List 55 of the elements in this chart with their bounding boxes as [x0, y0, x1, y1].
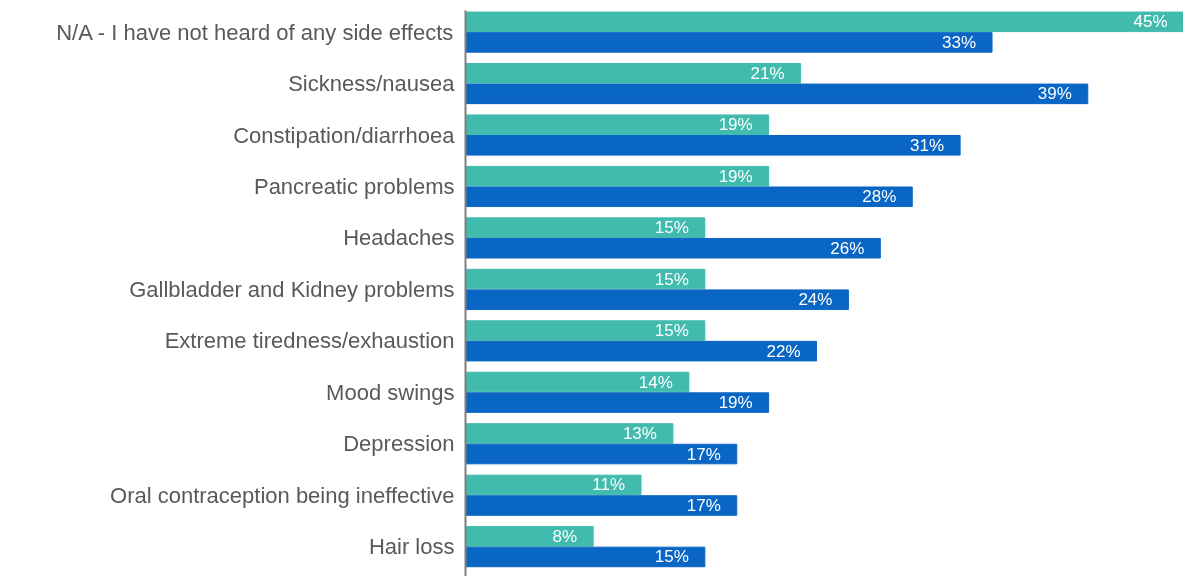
- y-tick-label: Depression: [343, 431, 455, 457]
- data-label: 13%: [622, 423, 657, 443]
- bar: [465, 443, 738, 465]
- bar: [465, 11, 1183, 33]
- bar: [465, 32, 993, 53]
- bar: [465, 289, 849, 310]
- data-label: 11%: [592, 475, 626, 495]
- data-label: 19%: [718, 115, 753, 135]
- bar: [465, 340, 818, 362]
- bar: [465, 320, 706, 341]
- data-label: 19%: [718, 166, 753, 186]
- bar: [465, 526, 594, 547]
- data-label: 24%: [798, 290, 833, 310]
- bar: [465, 135, 961, 156]
- data-label: 22%: [766, 341, 801, 361]
- data-label: 15%: [654, 269, 689, 289]
- bar: [465, 474, 642, 496]
- data-label: 8%: [552, 526, 578, 546]
- bar: [465, 423, 674, 444]
- y-tick-label: Mood swings: [326, 379, 455, 405]
- bar: [465, 371, 690, 393]
- data-label: 33%: [942, 32, 977, 52]
- data-label: 15%: [654, 547, 689, 567]
- y-tick-label: Constipation/diarrhoea: [233, 122, 456, 148]
- bar: [465, 114, 770, 136]
- data-label: 19%: [718, 393, 753, 413]
- bar: [465, 83, 1089, 105]
- y-tick-label: Oral contraception being ineffective: [110, 482, 455, 508]
- bar: [465, 495, 738, 516]
- y-tick-label: N/A - I have not heard of any side effects: [56, 19, 454, 45]
- data-label: 15%: [654, 218, 689, 238]
- bar: [465, 217, 706, 238]
- data-label: 26%: [830, 238, 865, 258]
- y-tick-label: Hair loss: [368, 534, 455, 560]
- y-tick-label: Headaches: [343, 225, 455, 251]
- data-label: 17%: [686, 495, 721, 515]
- data-label: 15%: [654, 321, 689, 341]
- data-label: 21%: [750, 63, 785, 83]
- bar: [465, 63, 802, 84]
- bar: [465, 186, 913, 208]
- bar: [465, 268, 706, 290]
- y-tick-label: Extreme tiredness/exhaustion: [164, 328, 455, 354]
- y-tick-label: Gallbladder and Kidney problems: [129, 276, 455, 302]
- data-label: 14%: [638, 372, 673, 392]
- bar: [465, 237, 881, 259]
- bar: [465, 165, 770, 187]
- data-label: 31%: [910, 135, 945, 155]
- data-label: 28%: [862, 187, 897, 207]
- data-label: 17%: [686, 444, 721, 464]
- bar: [465, 392, 770, 413]
- data-label: 45%: [1133, 12, 1168, 32]
- data-label: 39%: [1037, 84, 1072, 104]
- bar: [465, 546, 706, 568]
- y-tick-label: Sickness/nausea: [288, 71, 456, 97]
- y-tick-label: Pancreatic problems: [253, 173, 455, 199]
